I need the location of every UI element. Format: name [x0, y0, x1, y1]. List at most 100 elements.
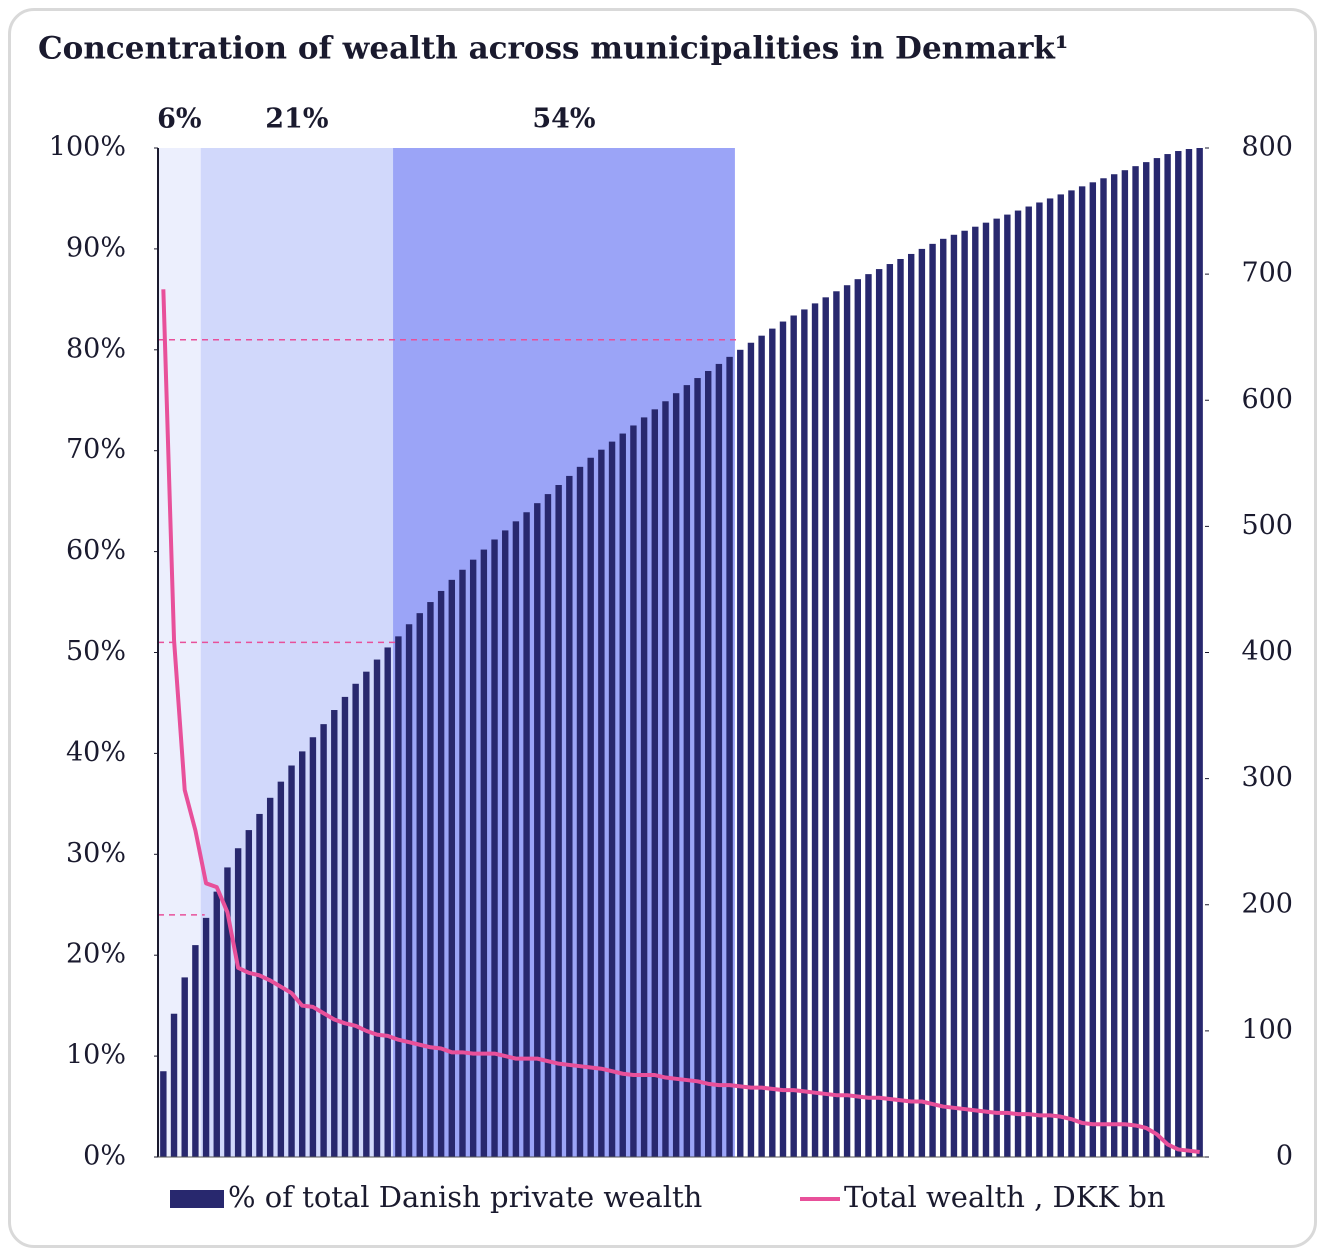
y2-tick-label: 800	[1241, 132, 1293, 163]
bar	[405, 624, 413, 1157]
legend-swatch	[170, 1190, 224, 1208]
y-tick-label: 100%	[49, 132, 126, 163]
bar	[544, 494, 552, 1157]
bar	[202, 917, 210, 1157]
bar	[940, 238, 947, 1157]
y-tick-label: 80%	[66, 333, 126, 364]
bar	[608, 441, 616, 1157]
bar	[865, 274, 872, 1157]
bar	[266, 797, 274, 1157]
bar	[598, 449, 605, 1157]
bar	[875, 269, 883, 1158]
line-series	[161, 289, 1200, 1154]
y2-tick-label: 100	[1241, 1014, 1293, 1045]
bar	[576, 466, 584, 1157]
bar	[1100, 178, 1107, 1157]
bar	[502, 530, 509, 1157]
bar	[993, 218, 1000, 1157]
y2-tick-label: 700	[1241, 258, 1293, 289]
bar	[512, 521, 520, 1157]
highlight-band	[200, 148, 394, 1157]
bar	[181, 977, 188, 1157]
bar	[758, 335, 765, 1157]
bar	[651, 409, 658, 1157]
bar	[769, 328, 776, 1158]
bar	[1132, 166, 1139, 1158]
y2-tick-label: 500	[1241, 510, 1293, 541]
bar	[1153, 158, 1161, 1158]
bar	[737, 349, 744, 1157]
bar	[1057, 194, 1064, 1157]
bar	[918, 248, 926, 1157]
y-tick-label: 90%	[66, 232, 126, 263]
y2-tick-label: 300	[1241, 762, 1293, 793]
bar	[288, 765, 295, 1157]
bar	[160, 1071, 167, 1157]
bar	[192, 945, 199, 1157]
y-tick-label: 60%	[66, 535, 126, 566]
bar	[320, 724, 327, 1157]
bar	[331, 710, 338, 1157]
bar	[1110, 174, 1118, 1157]
y-tick-label: 20%	[66, 939, 126, 970]
bar	[309, 737, 317, 1157]
bar	[1036, 202, 1043, 1158]
bar	[747, 342, 755, 1157]
chart-title: Concentration of wealth across municipal…	[38, 31, 1068, 67]
bar	[1185, 149, 1193, 1157]
bar	[480, 549, 488, 1157]
bar	[373, 659, 381, 1157]
bar	[469, 559, 477, 1157]
bar	[619, 433, 626, 1157]
bar	[1014, 210, 1022, 1158]
bar	[566, 475, 573, 1157]
bar	[459, 569, 466, 1157]
y-tick-label: 70%	[66, 434, 126, 465]
bar	[929, 243, 936, 1158]
bar	[811, 303, 819, 1157]
bar	[972, 226, 979, 1157]
bar	[886, 264, 894, 1157]
bar	[555, 485, 562, 1158]
y-tick-label: 10%	[66, 1040, 126, 1071]
bar	[587, 457, 594, 1157]
bar	[352, 683, 359, 1157]
bar	[427, 602, 434, 1157]
bar	[395, 636, 402, 1157]
bar	[779, 321, 787, 1158]
y2-tick-label: 600	[1241, 384, 1293, 415]
bar	[1143, 162, 1150, 1158]
y2-tick-label: 0	[1276, 1141, 1293, 1172]
bar	[1196, 148, 1203, 1157]
bar	[662, 401, 669, 1157]
bar	[982, 222, 990, 1157]
bar	[1089, 182, 1097, 1157]
bar	[245, 830, 253, 1157]
bar	[1078, 186, 1086, 1158]
bar	[491, 539, 498, 1157]
band-label: 6%	[157, 104, 201, 135]
bar	[416, 613, 423, 1157]
bar	[843, 285, 851, 1157]
bar	[961, 230, 968, 1157]
bar	[822, 297, 829, 1157]
y2-tick-label: 400	[1241, 636, 1293, 667]
bar	[170, 1013, 178, 1157]
bar	[523, 512, 530, 1157]
bar	[854, 279, 861, 1157]
y2-tick-label: 200	[1241, 888, 1293, 919]
bar	[363, 671, 370, 1157]
bar	[1164, 154, 1171, 1157]
bar	[256, 813, 263, 1157]
y-tick-label: 30%	[66, 838, 126, 869]
bar	[683, 385, 691, 1157]
legend-label: Total wealth , DKK bn	[844, 1180, 1166, 1214]
bar	[534, 503, 541, 1158]
bar	[384, 647, 391, 1157]
bar	[801, 309, 808, 1157]
bar	[950, 234, 958, 1158]
bar	[790, 315, 797, 1157]
bar	[694, 378, 701, 1157]
